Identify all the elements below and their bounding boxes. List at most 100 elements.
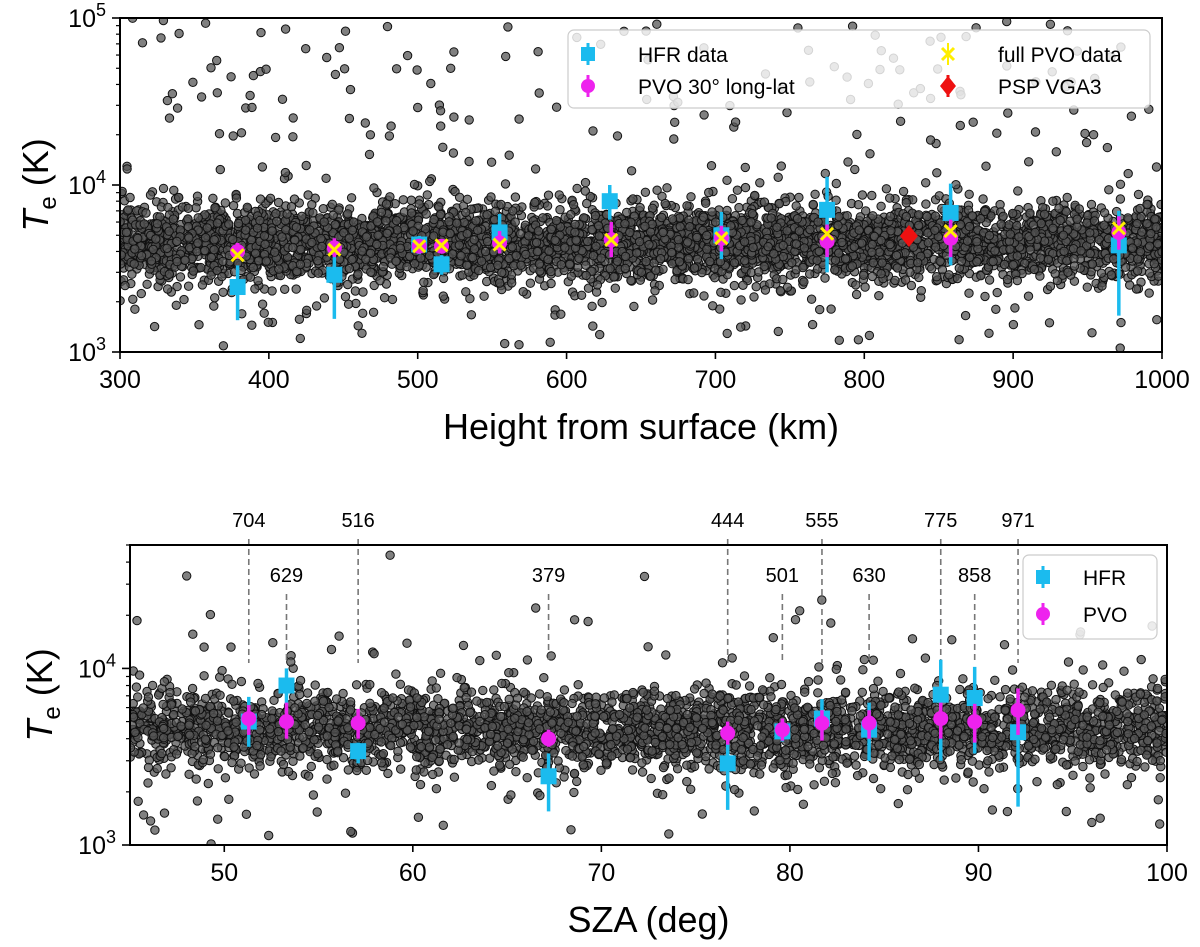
background-point <box>699 110 709 120</box>
background-point <box>253 276 263 286</box>
background-point <box>662 183 672 193</box>
background-point <box>376 207 387 218</box>
background-point <box>968 117 978 127</box>
background-point <box>815 304 825 315</box>
background-point <box>867 247 877 257</box>
background-point <box>490 206 500 217</box>
background-point <box>1149 259 1160 269</box>
background-point <box>319 217 329 227</box>
background-point <box>277 94 288 105</box>
background-point <box>236 128 247 138</box>
background-point <box>867 190 877 201</box>
background-point <box>782 226 792 236</box>
background-point <box>1063 267 1073 277</box>
background-point <box>708 301 718 311</box>
background-point <box>1115 343 1125 352</box>
background-point <box>305 225 315 235</box>
background-point <box>208 193 218 204</box>
background-point <box>259 308 269 318</box>
background-point <box>568 200 579 210</box>
background-point <box>171 300 182 310</box>
background-point <box>869 231 880 242</box>
background-point <box>881 184 892 194</box>
background-point <box>421 209 431 219</box>
background-point <box>772 222 782 233</box>
background-point <box>955 120 965 131</box>
background-point <box>167 89 178 99</box>
background-point <box>365 248 376 259</box>
background-point <box>1024 157 1034 167</box>
background-point <box>760 285 771 295</box>
background-point <box>542 201 553 211</box>
background-point <box>280 167 291 178</box>
background-point <box>546 266 556 277</box>
background-point <box>228 234 238 245</box>
background-point <box>1012 275 1022 286</box>
background-point <box>895 116 906 127</box>
background-point <box>984 275 995 285</box>
background-point <box>1008 208 1018 219</box>
background-point <box>387 294 398 305</box>
background-point <box>747 208 757 219</box>
background-point <box>412 65 422 75</box>
background-point <box>736 295 746 305</box>
background-point <box>406 195 416 205</box>
background-point <box>141 208 151 218</box>
background-point <box>353 321 363 331</box>
background-point <box>444 217 454 227</box>
background-point <box>1115 179 1126 190</box>
background-point <box>1076 246 1086 256</box>
background-point <box>776 161 786 171</box>
background-point <box>647 295 658 305</box>
background-point <box>914 210 924 220</box>
background-point <box>867 271 877 282</box>
background-point <box>174 28 184 39</box>
background-point <box>850 164 860 175</box>
background-point <box>482 236 493 247</box>
background-point <box>686 192 696 202</box>
background-point <box>916 286 926 296</box>
background-point <box>255 215 265 226</box>
background-point <box>546 224 556 235</box>
background-point <box>538 213 548 223</box>
background-point <box>876 201 886 212</box>
background-point <box>813 217 823 227</box>
background-point <box>612 131 623 141</box>
background-point <box>852 129 862 140</box>
background-point <box>188 266 199 276</box>
background-point <box>419 277 429 287</box>
background-point <box>206 63 216 73</box>
background-point <box>830 265 840 275</box>
background-point <box>937 265 948 275</box>
background-point <box>1005 229 1015 239</box>
background-point <box>998 211 1008 222</box>
background-point <box>136 288 147 299</box>
background-point <box>120 280 130 291</box>
background-point <box>566 209 576 220</box>
background-point <box>710 273 720 283</box>
background-point <box>130 304 140 314</box>
background-point <box>343 209 353 219</box>
background-point <box>127 269 137 279</box>
background-point <box>162 95 173 106</box>
background-point <box>436 121 446 131</box>
background-point <box>847 261 857 271</box>
background-point <box>330 69 341 80</box>
background-point <box>807 319 818 330</box>
background-point <box>449 47 459 57</box>
background-point <box>921 178 931 188</box>
background-point <box>1029 264 1040 275</box>
background-point <box>1150 214 1160 224</box>
background-point <box>543 190 554 200</box>
background-point <box>1044 318 1055 328</box>
background-point <box>1030 227 1040 238</box>
background-point <box>650 286 660 296</box>
background-point <box>137 38 148 48</box>
background-point <box>366 267 376 277</box>
background-point <box>334 205 344 215</box>
background-point <box>533 47 543 57</box>
background-point <box>860 282 870 292</box>
background-point <box>759 261 769 272</box>
background-point <box>853 335 864 345</box>
background-point <box>1072 214 1082 224</box>
